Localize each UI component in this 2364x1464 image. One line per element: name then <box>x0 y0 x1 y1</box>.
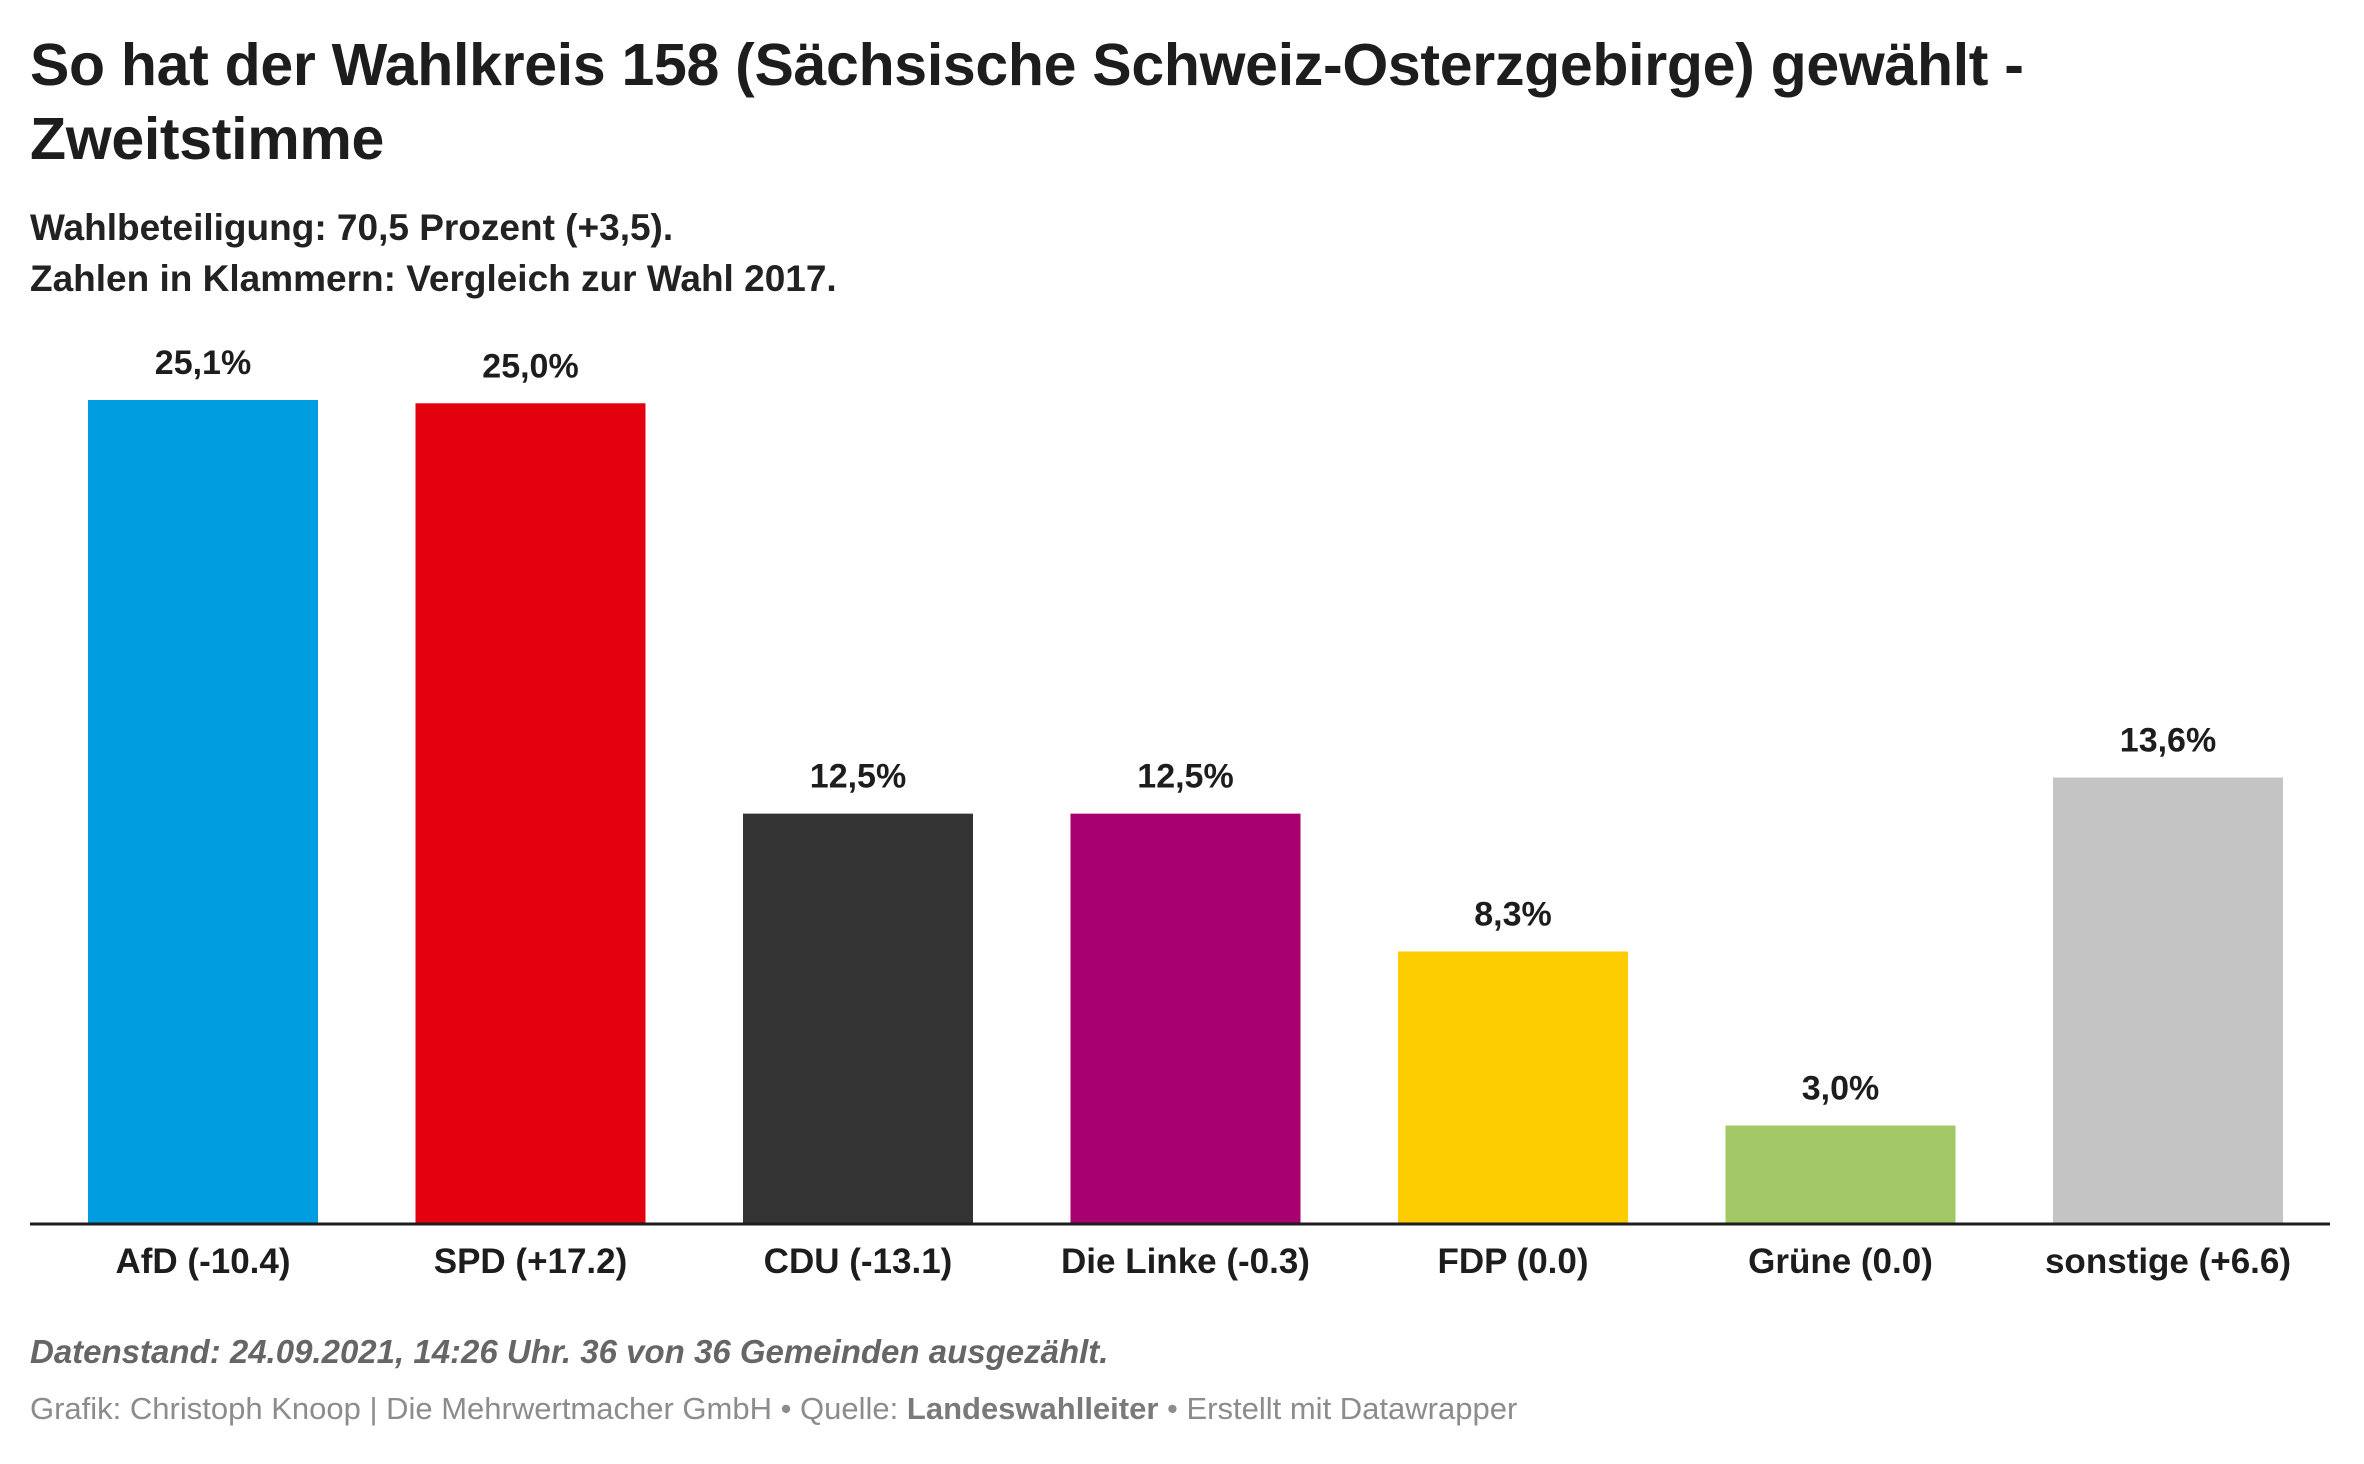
value-label-6: 3,0% <box>1802 1070 1880 1108</box>
category-label-7: sonstige (+6.6) <box>2045 1242 2291 1281</box>
chart-header: So hat der Wahlkreis 158 (Sächsische Sch… <box>30 28 2330 304</box>
chart-title: So hat der Wahlkreis 158 (Sächsische Sch… <box>30 32 2024 172</box>
category-label-2: SPD (+17.2) <box>434 1242 628 1281</box>
chart-footer: Datenstand: 24.09.2021, 14:26 Uhr. 36 vo… <box>30 1330 2330 1430</box>
bar-2 <box>415 403 646 1225</box>
bar-7 <box>2053 777 2283 1224</box>
category-label-1: AfD (-10.4) <box>115 1242 290 1281</box>
category-label-3: CDU (-13.1) <box>764 1242 953 1281</box>
value-label-3: 12,5% <box>810 758 906 796</box>
category-label-4: Die Linke (-0.3) <box>1061 1242 1310 1281</box>
category-label-5: FDP (0.0) <box>1437 1242 1588 1281</box>
bar-1 <box>88 400 318 1224</box>
credits: Grafik: Christoph Knoop | Die Mehrwertma… <box>30 1388 2330 1430</box>
source-link[interactable]: Landeswahlleiter <box>906 1391 1159 1426</box>
credit-suffix: • Erstellt mit Datawrapper <box>1158 1391 1518 1426</box>
bar-5 <box>1398 951 1628 1224</box>
chart-subtitle: Wahlbeteiligung: 70,5 Prozent (+3,5). Za… <box>30 202 2330 304</box>
bar-3 <box>743 813 973 1224</box>
credit-prefix: Grafik: Christoph Knoop | Die Mehrwertma… <box>30 1391 907 1426</box>
turnout-line: Wahlbeteiligung: 70,5 Prozent (+3,5). <box>30 207 674 248</box>
bar-chart: 25,1% AfD (-10.4) 25,0% SPD (+17.2) 12,5% CDU… <box>30 344 2330 1281</box>
value-label-5: 8,3% <box>1474 896 1552 934</box>
comparison-note: Zahlen in Klammern: Vergleich zur Wahl 2… <box>30 258 837 299</box>
bar-4 <box>1070 813 1301 1224</box>
data-status-note: Datenstand: 24.09.2021, 14:26 Uhr. 36 vo… <box>30 1333 1109 1370</box>
bar-6 <box>1725 1125 1956 1224</box>
value-label-7: 13,6% <box>2120 722 2216 760</box>
value-label-1: 25,1% <box>155 344 251 382</box>
category-label-6: Grüne (0.0) <box>1748 1242 1933 1281</box>
value-label-4: 12,5% <box>1137 758 1233 796</box>
value-label-2: 25,0% <box>482 347 578 385</box>
